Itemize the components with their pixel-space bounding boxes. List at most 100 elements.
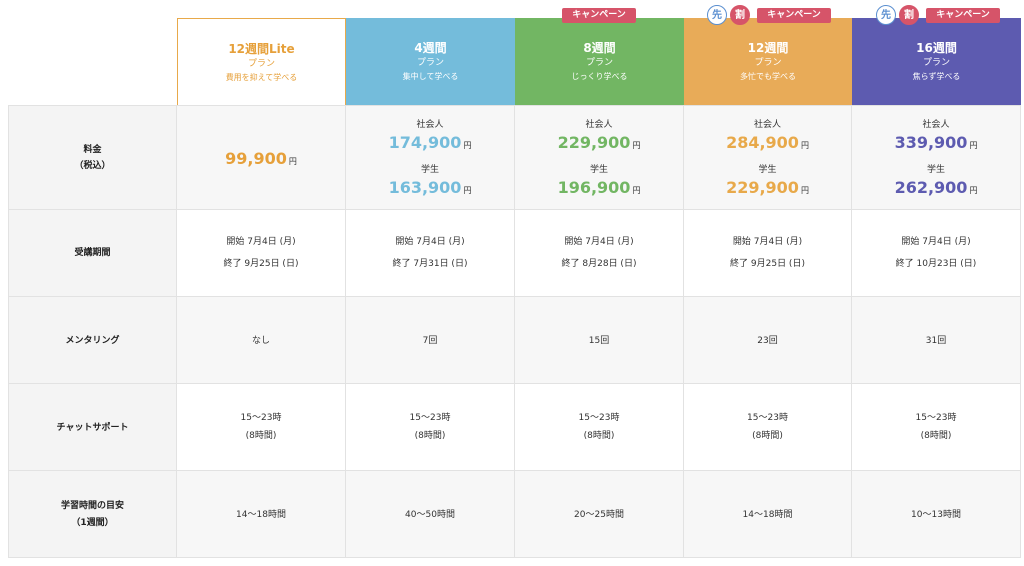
plan-subtitle: プラン xyxy=(585,58,613,68)
chat-cell-lite: 15〜23時 (8時間) xyxy=(177,384,346,471)
yen-unit: 円 xyxy=(632,186,641,195)
mentoring-cell-4w: 7回 xyxy=(346,297,515,384)
student-label: 学生 xyxy=(420,165,439,175)
row-label-mentoring: メンタリング xyxy=(8,297,177,384)
saki-badge-icon: 先 xyxy=(707,5,727,25)
yen-unit: 円 xyxy=(969,141,978,150)
plan-header-16w: 16週間 プラン 焦らず学べる xyxy=(852,18,1021,106)
price-value: 196,900 円 xyxy=(515,178,683,201)
plan-subtitle: プラン xyxy=(416,58,444,68)
price-number: 174,900 xyxy=(388,133,462,152)
period-start: 開始 7月4日 (月) xyxy=(226,237,296,247)
student-label: 学生 xyxy=(926,165,945,175)
study-sublabel: （1週間） xyxy=(71,518,114,528)
price-number: 99,900 xyxy=(225,149,287,168)
plan-header-12w: 12週間 プラン 多忙でも学べる xyxy=(684,18,852,106)
price-number: 163,900 xyxy=(388,178,462,197)
study-value: 14〜18時間 xyxy=(236,510,286,520)
chat-hours: 15〜23時 xyxy=(747,413,788,423)
chat-hours: 15〜23時 xyxy=(915,413,957,423)
price-value: 262,900 円 xyxy=(852,178,1020,201)
chat-hours: 15〜23時 xyxy=(409,413,451,423)
worker-label: 社会人 xyxy=(585,120,613,130)
period-cell-lite: 開始 7月4日 (月) 終了 9月25日 (日) xyxy=(177,210,346,297)
price-cell-16w: 社会人 339,900 円 学生 262,900 円 xyxy=(852,106,1021,210)
study-value: 14〜18時間 xyxy=(742,510,793,520)
worker-label: 社会人 xyxy=(922,120,950,130)
mentoring-label: メンタリング xyxy=(65,336,120,346)
plan-title: 12週間Lite xyxy=(228,42,295,56)
yen-unit: 円 xyxy=(463,186,472,195)
mentoring-value: 23回 xyxy=(757,336,778,346)
chat-duration: (8時間) xyxy=(920,431,952,441)
chat-duration: (8時間) xyxy=(583,431,615,441)
plan-tagline: じっくり学べる xyxy=(571,72,628,81)
row-label-price: 料金 （税込） xyxy=(8,106,177,210)
period-label: 受講期間 xyxy=(74,248,111,258)
plan-title: 16週間 xyxy=(916,41,957,55)
price-number: 196,900 xyxy=(557,178,631,197)
plan-subtitle: プラン xyxy=(922,58,950,68)
chat-duration: (8時間) xyxy=(414,431,446,441)
plan-header-12w-lite: 12週間Lite プラン 費用を抑えて学べる xyxy=(177,18,346,106)
study-label: 学習時間の目安 xyxy=(60,501,124,511)
yen-unit: 円 xyxy=(463,141,472,150)
price-number: 262,900 xyxy=(894,178,968,197)
price-label: 料金 xyxy=(83,145,102,155)
mentoring-value: 31回 xyxy=(925,336,947,346)
mentoring-value: 7回 xyxy=(422,336,438,346)
chat-cell-12w: 15〜23時 (8時間) xyxy=(684,384,852,471)
price-number: 284,900 xyxy=(726,133,799,152)
study-cell-12w: 14〜18時間 xyxy=(684,471,852,558)
period-start: 開始 7月4日 (月) xyxy=(732,237,803,247)
price-value: 229,900 円 xyxy=(515,133,683,156)
plan-tagline: 集中して学べる xyxy=(402,72,459,81)
period-end: 終了 8月28日 (日) xyxy=(561,259,637,269)
plan-title: 4週間 xyxy=(414,41,447,55)
yen-unit: 円 xyxy=(969,186,978,195)
wari-badge-icon: 割 xyxy=(730,5,750,25)
plan-tagline: 焦らず学べる xyxy=(912,72,961,81)
price-value: 174,900 円 xyxy=(346,133,514,156)
period-cell-16w: 開始 7月4日 (月) 終了 10月23日 (日) xyxy=(852,210,1021,297)
row-label-period: 受講期間 xyxy=(8,210,177,297)
yen-unit: 円 xyxy=(632,141,641,150)
chat-duration: (8時間) xyxy=(245,431,277,441)
chat-cell-4w: 15〜23時 (8時間) xyxy=(346,384,515,471)
student-label: 学生 xyxy=(758,165,777,175)
period-end: 終了 7月31日 (日) xyxy=(392,259,468,269)
period-cell-8w: 開始 7月4日 (月) 終了 8月28日 (日) xyxy=(515,210,684,297)
chat-cell-16w: 15〜23時 (8時間) xyxy=(852,384,1021,471)
plan-tagline: 費用を抑えて学べる xyxy=(225,73,298,82)
plan-header-8w: 8週間 プラン じっくり学べる xyxy=(515,18,684,106)
period-start: 開始 7月4日 (月) xyxy=(564,237,634,247)
period-cell-12w: 開始 7月4日 (月) 終了 9月25日 (日) xyxy=(684,210,852,297)
study-value: 20〜25時間 xyxy=(574,510,624,520)
row-label-study: 学習時間の目安 （1週間） xyxy=(8,471,177,558)
study-cell-8w: 20〜25時間 xyxy=(515,471,684,558)
plan-header-4w: 4週間 プラン 集中して学べる xyxy=(346,18,515,106)
chat-cell-8w: 15〜23時 (8時間) xyxy=(515,384,684,471)
saki-badge-icon: 先 xyxy=(876,5,896,25)
plan-subtitle: プラン xyxy=(247,59,275,69)
price-value: 284,900 円 xyxy=(684,133,851,156)
yen-unit: 円 xyxy=(800,186,809,195)
period-start: 開始 7月4日 (月) xyxy=(901,237,971,247)
mentoring-value: なし xyxy=(251,336,270,346)
chat-label: チャットサポート xyxy=(56,423,129,433)
chat-hours: 15〜23時 xyxy=(240,413,282,423)
price-tax-label: （税込） xyxy=(74,161,111,171)
campaign-badge: キャンペーン xyxy=(757,8,831,23)
mentoring-cell-16w: 31回 xyxy=(852,297,1021,384)
price-cell-lite: 99,900 円 xyxy=(177,106,346,210)
period-cell-4w: 開始 7月4日 (月) 終了 7月31日 (日) xyxy=(346,210,515,297)
price-value: 339,900 円 xyxy=(852,133,1020,156)
period-end: 終了 10月23日 (日) xyxy=(895,259,977,269)
yen-unit: 円 xyxy=(288,157,297,166)
campaign-badge: キャンペーン xyxy=(926,8,1000,23)
wari-badge-icon: 割 xyxy=(899,5,919,25)
plan-subtitle: プラン xyxy=(754,58,782,68)
period-end: 終了 9月25日 (日) xyxy=(223,259,299,269)
study-cell-lite: 14〜18時間 xyxy=(177,471,346,558)
mentoring-cell-lite: なし xyxy=(177,297,346,384)
